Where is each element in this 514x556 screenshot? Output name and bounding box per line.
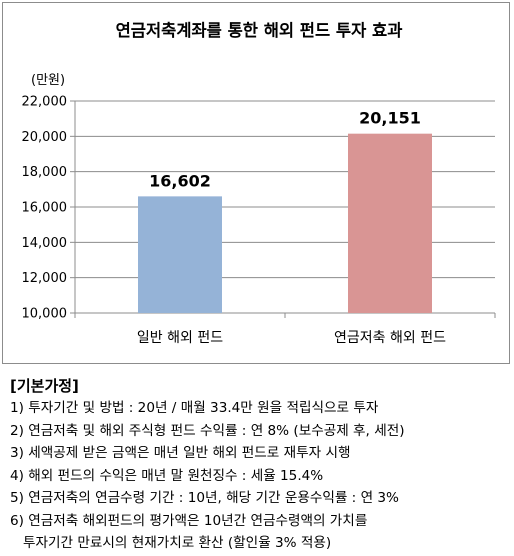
axes: 10,000 12,000 14,000 16,000 18,000 20,000 22,0…	[22, 95, 496, 322]
assumption-item-1: 1) 투자기간 및 방법 : 20년 / 매월 33.4만 원을 적립식으로 투…	[10, 400, 379, 416]
assumption-item-2: 2) 연금저축 및 해외 주식형 펀드 수익률 : 연 8% (보수공제 후, …	[10, 422, 405, 439]
y-tick-label: 10,000	[22, 307, 68, 322]
x-category-label: 연금저축 해외 펀드	[334, 330, 446, 346]
y-unit-label: (만원)	[31, 73, 65, 88]
assumption-item-3: 3) 세액공제 받은 금액은 매년 일반 해외 펀드로 재투자 시행	[10, 445, 351, 461]
bar	[348, 133, 432, 313]
y-tick-label: 12,000	[22, 271, 68, 286]
assumption-item-5: 5) 연금저축의 연금수령 기간 : 10년, 해당 기간 운용수익률 : 연 …	[10, 490, 399, 506]
assumptions-section: [기본가정] 1) 투자기간 및 방법 : 20년 / 매월 33.4만 원을 …	[10, 375, 508, 555]
assumption-item-4: 4) 해외 펀드의 수익은 매년 말 원천징수 : 세율 15.4%	[10, 467, 324, 484]
y-tick-label: 22,000	[22, 95, 68, 110]
y-tick-label: 14,000	[22, 236, 68, 251]
assumption-item-6: 6) 연금저축 해외펀드의 평가액은 10년간 연금수령액의 가치를	[10, 512, 368, 529]
data-label: 20,151	[359, 109, 421, 128]
x-category-label: 일반 해외 펀드	[137, 330, 223, 346]
chart-title: 연금저축계좌를 통한 해외 펀드 투자 효과	[116, 21, 403, 40]
y-tick-label: 20,000	[22, 130, 68, 145]
assumptions-heading: [기본가정]	[10, 377, 79, 395]
y-tick-label: 16,000	[22, 201, 68, 216]
chart-panel: 연금저축계좌를 통한 해외 펀드 투자 효과 (만원) 10,000 12,000…	[2, 2, 510, 364]
bar	[138, 196, 222, 313]
data-label: 16,602	[149, 171, 211, 190]
assumption-item-6-continued: 투자기간 만료시의 현재가치로 환산 (할인율 3% 적용)	[23, 535, 332, 551]
bar-chart: 연금저축계좌를 통한 해외 펀드 투자 효과 (만원) 10,000 12,000…	[22, 21, 496, 346]
labels: 16,602 일반 해외 펀드 20,151 연금저축 해외 펀드	[137, 109, 446, 346]
y-tick-label: 18,000	[22, 165, 68, 180]
bars	[138, 133, 432, 313]
